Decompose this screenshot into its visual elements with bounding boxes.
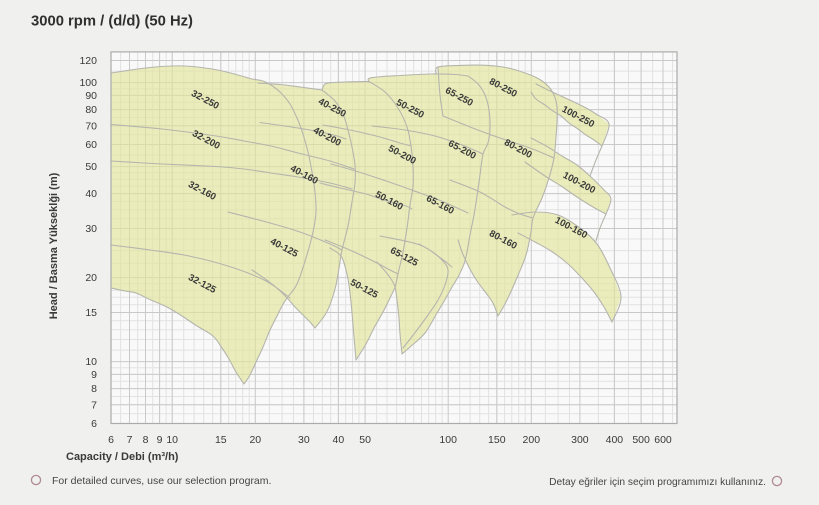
svg-text:50: 50 xyxy=(359,434,371,446)
svg-text:400: 400 xyxy=(606,434,624,446)
svg-text:Capacity / Debi (m³/h): Capacity / Debi (m³/h) xyxy=(66,451,179,463)
svg-text:300: 300 xyxy=(571,434,589,446)
svg-text:600: 600 xyxy=(654,434,672,446)
svg-text:20: 20 xyxy=(85,272,97,284)
svg-text:15: 15 xyxy=(85,307,97,319)
svg-text:6: 6 xyxy=(91,418,97,430)
svg-text:30: 30 xyxy=(298,434,310,446)
svg-text:40: 40 xyxy=(85,188,97,200)
svg-text:7: 7 xyxy=(91,399,97,411)
svg-text:150: 150 xyxy=(488,434,506,446)
svg-text:3000 rpm / (d/d) (50 Hz): 3000 rpm / (d/d) (50 Hz) xyxy=(31,14,193,30)
svg-text:40: 40 xyxy=(333,434,345,446)
svg-text:200: 200 xyxy=(523,434,541,446)
svg-text:80: 80 xyxy=(85,104,97,116)
svg-text:20: 20 xyxy=(249,434,261,446)
svg-text:For detailed curves, use our s: For detailed curves, use our selection p… xyxy=(52,475,271,487)
svg-text:50: 50 xyxy=(85,161,97,173)
svg-text:120: 120 xyxy=(79,55,97,67)
svg-text:6: 6 xyxy=(108,434,114,446)
svg-text:8: 8 xyxy=(143,434,149,446)
svg-text:10: 10 xyxy=(166,434,178,446)
svg-text:90: 90 xyxy=(85,90,97,102)
svg-text:15: 15 xyxy=(215,434,227,446)
svg-text:100: 100 xyxy=(439,434,457,446)
svg-text:30: 30 xyxy=(85,223,97,235)
svg-text:500: 500 xyxy=(632,434,650,446)
svg-text:Detay eğriler için seçim progr: Detay eğriler için seçim programımızı ku… xyxy=(549,477,766,488)
svg-text:9: 9 xyxy=(91,369,97,381)
svg-text:60: 60 xyxy=(85,139,97,151)
svg-text:7: 7 xyxy=(127,434,133,446)
svg-text:10: 10 xyxy=(85,356,97,368)
svg-text:Head / Basma Yükseklği (m): Head / Basma Yükseklği (m) xyxy=(48,172,60,319)
svg-text:70: 70 xyxy=(85,120,97,132)
svg-text:8: 8 xyxy=(91,383,97,395)
svg-text:9: 9 xyxy=(157,434,163,446)
svg-text:100: 100 xyxy=(79,77,97,89)
